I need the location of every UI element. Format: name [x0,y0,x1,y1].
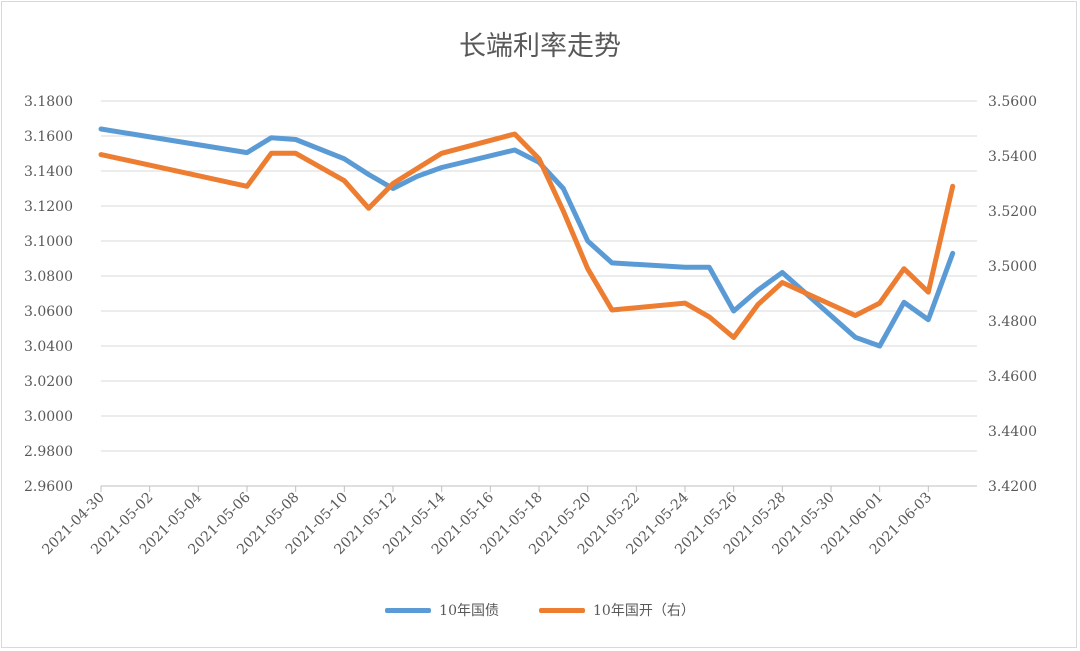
series-line-bond [98,126,956,349]
legend-item-bond: 10年国债 [385,600,499,620]
legend-label-bond: 10年国债 [439,603,499,619]
legend-item-cdb: 10年国开（右） [539,600,695,620]
y-left-tick-label: 3.0800 [24,269,73,285]
y-right-tick-label: 3.4800 [988,314,1037,330]
y-left-tick-label: 2.9600 [24,479,73,495]
y-right-tick-label: 3.5600 [988,94,1037,110]
y-left-tick-label: 3.1400 [24,164,73,180]
y-left-tick-label: 3.1000 [24,234,73,250]
y-right-tick-label: 3.5200 [988,204,1037,220]
y-right-tick-label: 3.4600 [988,369,1037,385]
y-left-tick-label: 3.1800 [24,94,73,110]
legend-swatch-cdb [539,607,585,613]
y-left-tick-label: 3.0400 [24,339,73,355]
y-left-tick-label: 3.0000 [24,409,73,425]
y-left-tick-label: 3.0200 [24,374,73,390]
legend-label-cdb: 10年国开（右） [593,603,695,619]
y-right-tick-label: 3.4400 [988,424,1037,440]
y-right-tick-label: 3.5400 [988,149,1037,165]
legend: 10年国债 10年国开（右） [0,600,1080,620]
y-left-tick-label: 3.0600 [24,304,73,320]
y-left-tick-label: 3.1600 [24,129,73,145]
chart-title: 长端利率走势 [459,31,621,62]
y-left-tick-label: 3.1200 [24,199,73,215]
y-left-tick-label: 2.9800 [24,444,73,460]
series-line-cdb [98,131,956,340]
legend-swatch-bond [385,607,432,613]
y-right-tick-label: 3.4200 [988,479,1037,495]
y-right-tick-label: 3.5000 [988,259,1037,275]
